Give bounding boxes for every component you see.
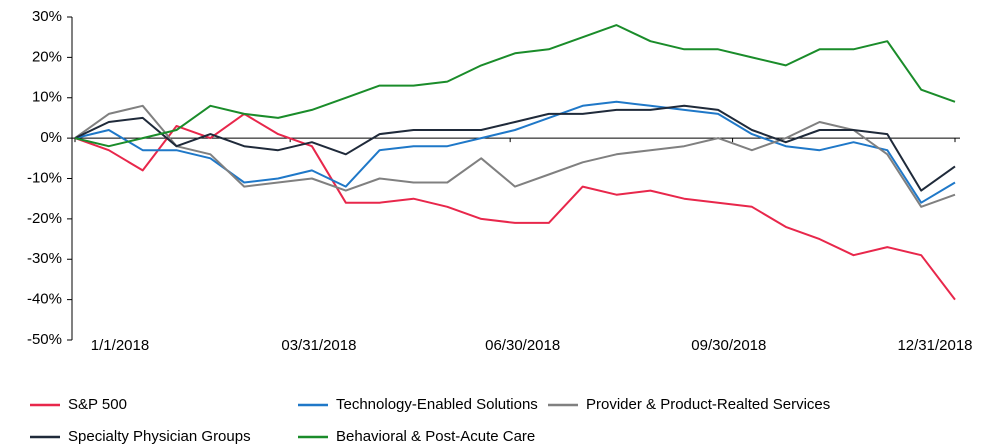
x-tick-label: 1/1/2018 — [91, 337, 149, 354]
y-tick-label: -40% — [27, 291, 62, 308]
legend-label: Specialty Physician Groups — [68, 428, 251, 445]
y-tick-label: 0% — [40, 129, 62, 146]
y-tick-label: -20% — [27, 210, 62, 227]
legend-label: Behavioral & Post-Acute Care — [336, 428, 535, 445]
y-tick-label: -10% — [27, 169, 62, 186]
series-line — [74, 112, 956, 301]
x-tick-label: 06/30/2018 — [485, 337, 560, 354]
legend-label: Provider & Product-Realted Services — [586, 396, 830, 413]
x-tick-label: 03/31/2018 — [281, 337, 356, 354]
y-tick-label: 30% — [32, 8, 62, 25]
series-line — [74, 24, 956, 148]
y-tick-label: 20% — [32, 48, 62, 65]
y-tick-label: -30% — [27, 250, 62, 267]
x-tick-label: 12/31/2018 — [897, 337, 972, 354]
legend-label: Technology-Enabled Solutions — [336, 396, 538, 413]
y-tick-label: 10% — [32, 89, 62, 106]
y-tick-label: -50% — [27, 331, 62, 348]
x-tick-label: 09/30/2018 — [691, 337, 766, 354]
series-line — [74, 104, 956, 192]
series-line — [74, 104, 956, 208]
legend-label: S&P 500 — [68, 396, 127, 413]
